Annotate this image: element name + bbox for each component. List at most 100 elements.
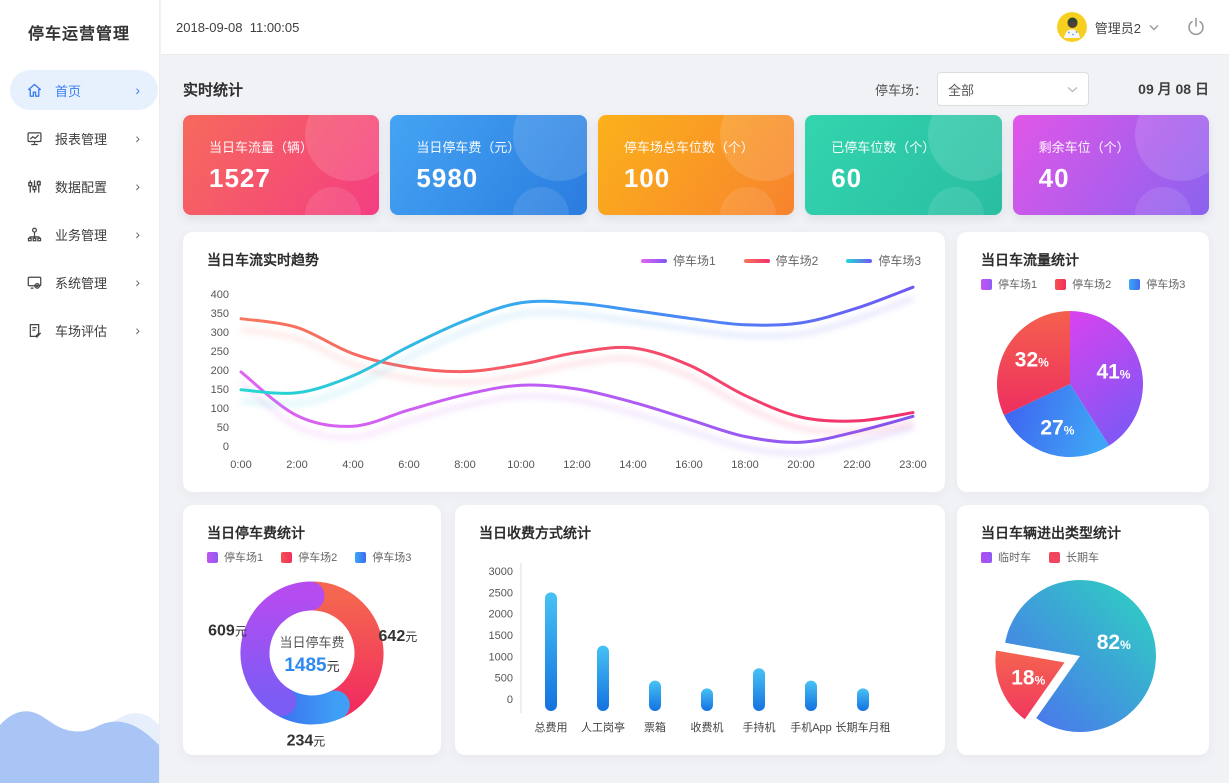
legend-label: 停车场3: [372, 552, 412, 564]
legend-swatch: [640, 258, 667, 263]
sidebar-item-home[interactable]: 首页 ›: [10, 70, 158, 110]
legend-item[interactable]: 停车场2: [743, 252, 818, 269]
parking-lot-select-value: 全部: [948, 82, 975, 98]
svg-text:12:00: 12:00: [563, 459, 591, 471]
panel-traffic-share: 当日车流量统计 停车场1 停车场2 停车场3 41% 27% 32%: [957, 232, 1209, 492]
sidebar-item-3[interactable]: 业务管理 ›: [10, 214, 158, 254]
stat-card-3: 已停车位数（个） 60: [805, 115, 1002, 215]
panel-parking-fee: 当日停车费统计 停车场1 停车场2 停车场3 642元 234元 609元 当日停车费 14…: [183, 505, 441, 755]
svg-text:32%: 32%: [1015, 349, 1049, 372]
sidebar-item-1[interactable]: 报表管理 ›: [10, 118, 158, 158]
svg-text:16:00: 16:00: [675, 459, 703, 471]
sidebar-item-5[interactable]: 车场评估 ›: [10, 310, 158, 350]
svg-text:手机App: 手机App: [790, 720, 832, 734]
legend-item[interactable]: 停车场1: [207, 549, 263, 565]
legend-item[interactable]: 停车场3: [1129, 276, 1185, 292]
svg-text:300: 300: [211, 327, 229, 339]
svg-text:0: 0: [223, 441, 229, 453]
stat-card-value: 100: [623, 163, 671, 193]
stat-card-label: 已停车位数（个）: [831, 140, 936, 155]
vehicle-type-pie-chart: 82% 18%: [990, 580, 1156, 732]
app-title: 停车运营管理: [28, 26, 131, 43]
chevron-down-icon: [1149, 24, 1159, 30]
stat-card-label: 当日车流量（辆）: [209, 140, 314, 155]
svg-text:350: 350: [211, 308, 229, 320]
legend-swatch: [281, 551, 293, 563]
legend-item[interactable]: 停车场1: [981, 276, 1037, 292]
legend-label: 停车场3: [1146, 279, 1186, 291]
stat-card-2: 停车场总车位数（个） 100: [597, 115, 795, 215]
stat-card-label: 剩余车位（个）: [1038, 140, 1130, 155]
legend-label: 停车场1: [998, 279, 1038, 291]
legend-item[interactable]: 停车场2: [281, 549, 337, 565]
stat-card-0: 当日车流量（辆） 1527: [183, 115, 380, 215]
section-title: 实时统计: [183, 81, 244, 99]
svg-text:2000: 2000: [489, 609, 513, 621]
svg-text:41%: 41%: [1096, 360, 1130, 383]
chevron-right-icon: ›: [135, 130, 140, 146]
legend-swatch: [846, 258, 873, 263]
legend-swatch: [981, 278, 992, 290]
chevron-right-icon: ›: [135, 322, 140, 338]
svg-text:27%: 27%: [1040, 416, 1074, 439]
legend-item[interactable]: 停车场3: [846, 252, 921, 269]
svg-text:票箱: 票箱: [644, 720, 666, 734]
legend-item[interactable]: 停车场1: [640, 252, 716, 269]
svg-text:2:00: 2:00: [286, 459, 307, 471]
sidebar-item-2[interactable]: 数据配置 ›: [10, 166, 158, 206]
evaluation-icon: [26, 322, 43, 339]
topbar: 2018-09-08 11:00:05 管理员2: [161, 0, 1229, 55]
line-chart-legend: 停车场1 停车场2 停车场3: [640, 252, 921, 269]
svg-text:18:00: 18:00: [731, 459, 759, 471]
toolbar-row: 实时统计 停车场： 全部 09 月 08 日: [183, 71, 1209, 107]
legend-label: 停车场2: [1072, 279, 1112, 291]
svg-text:6:00: 6:00: [398, 459, 419, 471]
wave-decoration: [0, 711, 159, 783]
chevron-right-icon: ›: [135, 226, 140, 242]
parking-lot-filter-label: 停车场：: [874, 82, 927, 98]
svg-text:250: 250: [211, 346, 229, 358]
power-icon[interactable]: [1185, 16, 1207, 38]
svg-text:0: 0: [507, 694, 513, 706]
stat-card-1: 当日停车费（元） 5980: [390, 115, 587, 215]
legend-label: 长期车: [1066, 552, 1099, 564]
legend-swatch: [355, 551, 367, 563]
svg-text:14:00: 14:00: [619, 459, 647, 471]
sidebar-item-4[interactable]: 系统管理 ›: [10, 262, 158, 302]
svg-text:609元: 609元: [208, 622, 247, 639]
svg-text:100: 100: [211, 403, 229, 415]
sidebar-item-label: 首页: [55, 83, 82, 99]
parking-lot-select[interactable]: 全部: [937, 72, 1089, 106]
stat-card-value: 40: [1038, 163, 1070, 193]
chevron-right-icon: ›: [135, 82, 140, 98]
legend-swatch: [207, 551, 218, 563]
legend-swatch: [743, 258, 770, 263]
sidebar-nav: 首页 › 报表管理 › 数据配置 › 业务管理 › 系统管理 › 车场评估 ›: [0, 70, 159, 350]
home-icon: [26, 82, 43, 99]
user-menu[interactable]: 管理员2: [1056, 12, 1207, 42]
panel-vehicle-type: 当日车辆进出类型统计 临时车 长期车 82% 18%: [957, 505, 1209, 755]
legend-item[interactable]: 长期车: [1049, 549, 1099, 565]
traffic-share-pie-chart: 41% 27% 32%: [997, 311, 1143, 457]
legend-item[interactable]: 停车场2: [1055, 276, 1111, 292]
pie-chart-legend: 停车场1 停车场2 停车场3: [981, 276, 1185, 292]
main-content: 实时统计 停车场： 全部 09 月 08 日 当日车流量（辆） 1527 当日停车费…: [161, 55, 1229, 783]
panel-title: 当日车流实时趋势: [207, 252, 319, 268]
stat-card-label: 停车场总车位数（个）: [623, 140, 754, 155]
avatar[interactable]: [1056, 12, 1087, 42]
svg-text:长期车月租: 长期车月租: [836, 720, 891, 734]
legend-item[interactable]: 临时车: [981, 549, 1031, 565]
legend-item[interactable]: 停车场3: [355, 549, 411, 565]
panel-traffic-trend: 当日车流实时趋势 停车场1 停车场2 停车场3 400 350 300 250 200 150…: [183, 232, 945, 492]
svg-text:150: 150: [211, 384, 229, 396]
svg-text:手持机: 手持机: [743, 720, 776, 734]
svg-text:200: 200: [211, 365, 229, 377]
datetime: 2018-09-08 11:00:05: [176, 19, 300, 35]
svg-text:82%: 82%: [1097, 631, 1131, 654]
svg-text:8:00: 8:00: [454, 459, 475, 471]
svg-text:20:00: 20:00: [787, 459, 815, 471]
user-name[interactable]: 管理员2: [1094, 20, 1141, 36]
legend-label: 停车场2: [298, 552, 338, 564]
